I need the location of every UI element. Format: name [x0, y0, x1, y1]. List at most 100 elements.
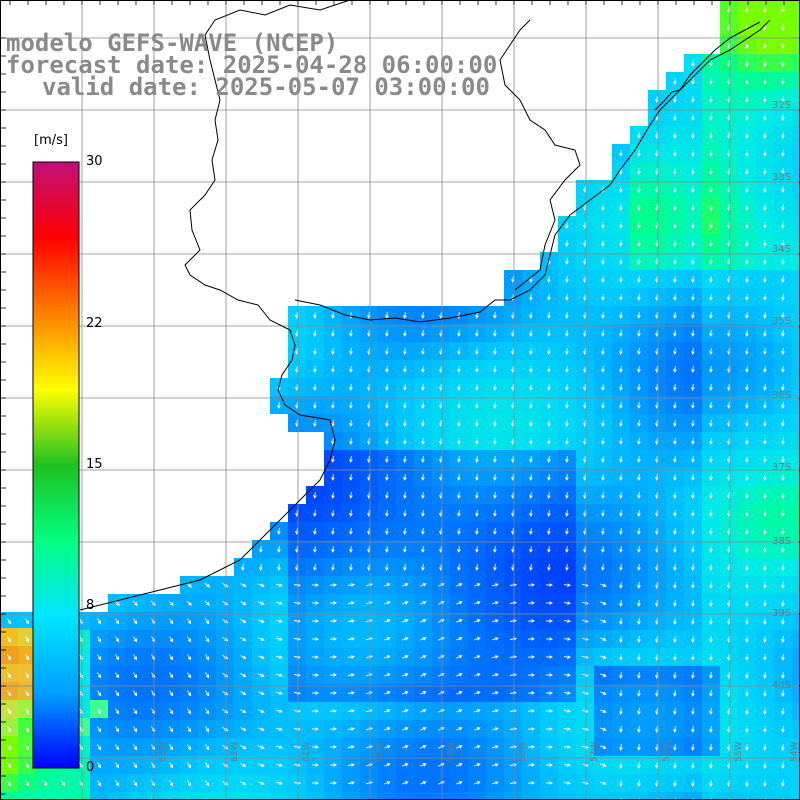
wind-arrow: [763, 149, 767, 157]
wind-cell: [0, 646, 18, 664]
wind-arrow: [349, 545, 353, 553]
wind-arrow: [311, 727, 319, 731]
wind-cell: [792, 252, 800, 270]
wind-arrow: [601, 563, 605, 571]
wind-arrow: [565, 293, 569, 301]
colorbar-tick-label: 22: [86, 315, 103, 331]
wind-arrow: [601, 239, 605, 247]
wind-arrow: [385, 563, 389, 571]
wind-arrow: [637, 257, 641, 265]
wind-cell: [792, 468, 800, 486]
wind-arrow: [763, 167, 767, 175]
wind-arrow: [673, 743, 677, 751]
wind-arrow: [545, 709, 553, 713]
wind-arrow: [745, 239, 749, 247]
wind-arrow: [709, 743, 713, 751]
wind-arrow: [491, 583, 499, 587]
wind-cell: [0, 700, 18, 718]
wind-arrow: [331, 347, 335, 355]
wind-arrow: [691, 221, 695, 229]
wind-arrow: [222, 690, 229, 696]
wind-arrow: [763, 275, 767, 283]
wind-arrow: [600, 781, 607, 785]
wind-arrow: [421, 365, 425, 373]
wind-arrow: [763, 545, 767, 553]
wind-arrow: [457, 365, 461, 373]
wind-arrow: [673, 275, 677, 283]
wind-arrow: [709, 311, 713, 319]
wind-arrow: [403, 401, 407, 409]
wind-arrow: [619, 311, 623, 319]
wind-arrow: [601, 329, 605, 337]
wind-arrow: [565, 257, 569, 265]
wind-arrow: [331, 365, 335, 373]
wind-arrow: [673, 257, 677, 265]
wind-arrow: [619, 671, 623, 679]
wind-arrow: [403, 383, 407, 391]
wind-arrow: [187, 618, 192, 625]
wind-arrow: [402, 763, 409, 767]
wind-arrow: [420, 709, 427, 713]
wind-arrow: [565, 473, 569, 481]
wind-arrow: [187, 762, 192, 769]
wind-arrow: [563, 601, 571, 605]
wind-cell: [792, 540, 800, 558]
wind-arrow: [258, 763, 265, 767]
wind-arrow: [673, 365, 677, 373]
wind-arrow: [563, 745, 571, 749]
latitude-label: 34S: [772, 244, 792, 255]
wind-arrow: [403, 329, 407, 337]
wind-cell: [0, 628, 18, 646]
wind-arrow: [565, 545, 569, 553]
wind-cell: [0, 792, 18, 800]
wind-arrow: [745, 743, 749, 751]
wind-arrow: [565, 437, 569, 445]
colorbar-unit: [m/s]: [34, 133, 68, 148]
wind-arrow: [781, 743, 785, 751]
wind-arrow: [493, 509, 497, 517]
wind-arrow: [403, 419, 407, 427]
wind-arrow: [547, 383, 551, 391]
wind-arrow: [527, 727, 535, 731]
wind-arrow: [493, 437, 497, 445]
wind-arrow: [313, 329, 317, 337]
wind-arrow: [133, 708, 138, 715]
wind-arrow: [169, 654, 174, 661]
wind-arrow: [97, 654, 102, 661]
wind-arrow: [637, 527, 641, 535]
wind-arrow: [709, 113, 713, 121]
wind-arrow: [545, 727, 553, 731]
wind-arrow: [547, 527, 551, 535]
wind-arrow: [349, 455, 353, 463]
wind-arrow: [97, 726, 102, 733]
wind-arrow: [204, 600, 211, 606]
wind-arrow: [491, 745, 499, 749]
wind-arrow: [691, 185, 695, 193]
wind-arrow: [385, 311, 389, 319]
wind-arrow: [25, 780, 30, 787]
wind-arrow: [781, 23, 785, 31]
wind-cell: [162, 792, 180, 800]
wind-cell: [792, 36, 800, 54]
wind-arrow: [529, 491, 533, 499]
wind-arrow: [493, 347, 497, 355]
wind-arrow: [258, 781, 265, 785]
wind-arrow: [781, 563, 785, 571]
wind-arrow: [402, 691, 409, 695]
wind-arrow: [529, 365, 533, 373]
wind-arrow: [600, 763, 607, 767]
wind-cell: [792, 378, 800, 396]
wind-arrow: [763, 41, 767, 49]
wind-cell: [180, 792, 198, 800]
latitude-label: 38S: [772, 536, 792, 547]
wind-arrow: [619, 581, 623, 589]
wind-arrow: [781, 131, 785, 139]
wind-cell: [288, 792, 306, 800]
wind-arrow: [547, 311, 551, 319]
wind-arrow: [691, 95, 695, 103]
wind-arrow: [763, 509, 767, 517]
wind-arrow: [601, 203, 605, 211]
wind-arrow: [673, 437, 677, 445]
wind-arrow: [205, 636, 210, 643]
wind-arrow: [709, 185, 713, 193]
